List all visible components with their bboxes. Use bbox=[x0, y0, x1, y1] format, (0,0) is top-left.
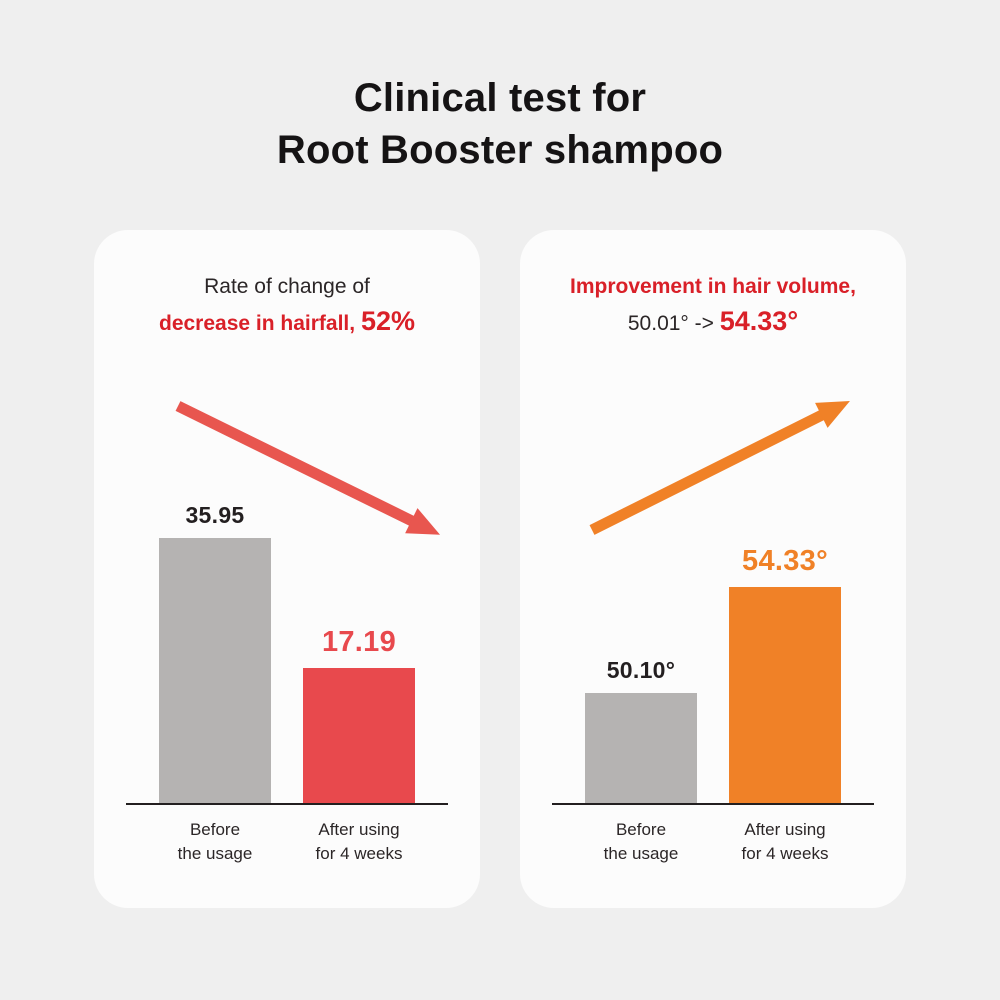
volume-cat-after-line2: for 4 weeks bbox=[741, 844, 829, 864]
volume-cat-before-line1: Before bbox=[615, 820, 667, 840]
volume-cat-after: After using for 4 weeks bbox=[729, 818, 841, 866]
volume-cat-after-line1: After using bbox=[744, 820, 826, 840]
page-title-line2: Root Booster shampoo bbox=[276, 128, 724, 172]
hairfall-after-value: 17.19 bbox=[321, 626, 397, 659]
volume-cat-before: Before the usage bbox=[585, 818, 697, 866]
hairfall-cat-after-line2: for 4 weeks bbox=[315, 844, 403, 864]
hairfall-title-plain: Rate of change of bbox=[204, 275, 370, 298]
hairfall-before-group: 35.95 bbox=[159, 502, 271, 804]
hairfall-title-value: 52% bbox=[360, 306, 415, 337]
hair-volume-card-title: Improvement in hair volume, 50.01° -> 54… bbox=[520, 272, 906, 342]
hair-volume-category-labels: Before the usage After using for 4 weeks bbox=[552, 805, 874, 866]
hairfall-after-group: 17.19 bbox=[303, 626, 415, 804]
hairfall-cat-before-line2: the usage bbox=[177, 844, 253, 864]
hairfall-category-labels: Before the usage After using for 4 weeks bbox=[126, 805, 448, 866]
hairfall-cat-after-line1: After using bbox=[318, 820, 400, 840]
downtrend-arrow-icon bbox=[175, 400, 441, 535]
hair-volume-plot: 50.10° 54.33° Before the usage bbox=[520, 342, 906, 908]
volume-title-red: Improvement in hair volume, bbox=[570, 275, 856, 298]
hairfall-before-bar bbox=[159, 538, 271, 804]
uptrend-arrow-icon bbox=[589, 400, 850, 535]
volume-after-bar bbox=[729, 587, 841, 804]
volume-cat-before-line2: the usage bbox=[603, 844, 679, 864]
volume-before-group: 50.10° bbox=[585, 657, 697, 804]
hair-volume-card: Improvement in hair volume, 50.01° -> 54… bbox=[520, 230, 906, 908]
volume-title-value: 54.33° bbox=[719, 306, 799, 337]
volume-title-plain: 50.01° -> bbox=[627, 312, 720, 336]
hairfall-after-bar bbox=[303, 668, 415, 804]
hairfall-bars: 35.95 17.19 bbox=[126, 502, 448, 806]
hairfall-plot: 35.95 17.19 Before the usage bbox=[94, 342, 480, 908]
page-title-line1: Clinical test for bbox=[353, 76, 647, 120]
hairfall-cat-after: After using for 4 weeks bbox=[303, 818, 415, 866]
hairfall-cat-before: Before the usage bbox=[159, 818, 271, 866]
volume-after-group: 54.33° bbox=[729, 545, 841, 804]
hairfall-cat-before-line1: Before bbox=[189, 820, 241, 840]
hairfall-axis-area: 35.95 17.19 Before the usage bbox=[126, 502, 448, 866]
hair-volume-bars: 50.10° 54.33° bbox=[552, 545, 874, 806]
hairfall-card-title: Rate of change of decrease in hairfall, … bbox=[94, 272, 480, 342]
volume-before-value: 50.10° bbox=[606, 657, 676, 684]
hairfall-title-red: decrease in hairfall, bbox=[159, 312, 361, 336]
hair-volume-axis-area: 50.10° 54.33° Before the usage bbox=[552, 545, 874, 866]
page-title: Clinical test for Root Booster shampoo bbox=[0, 0, 1000, 176]
volume-after-value: 54.33° bbox=[742, 545, 828, 578]
volume-before-bar bbox=[585, 693, 697, 804]
hairfall-card: Rate of change of decrease in hairfall, … bbox=[94, 230, 480, 908]
hairfall-before-value: 35.95 bbox=[185, 502, 245, 529]
cards-row: Rate of change of decrease in hairfall, … bbox=[0, 230, 1000, 908]
